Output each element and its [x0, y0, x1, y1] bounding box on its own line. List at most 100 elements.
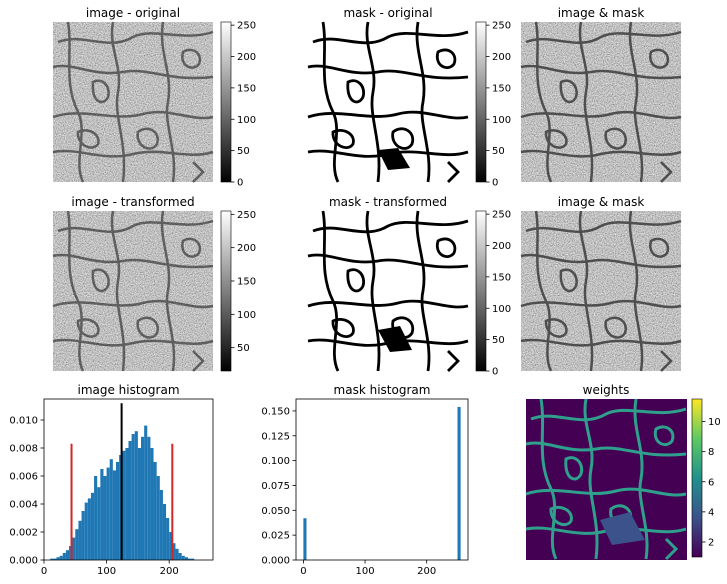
x-tick-label: 200 [417, 566, 436, 577]
colorbar-tick-label: 10 [708, 417, 721, 428]
hist-bar [181, 555, 185, 560]
y-tick-label: 0.008 [9, 444, 38, 455]
y-tick-label: 0.150 [261, 406, 290, 417]
hist-bar [303, 518, 307, 560]
hist-bar [59, 555, 63, 560]
hist-bar [56, 557, 60, 560]
hist-bar [75, 529, 79, 560]
hist-bar [141, 436, 145, 560]
colorbar-tick-label: 50 [492, 146, 505, 157]
mask-blob [378, 148, 410, 170]
hist-bar [178, 553, 182, 560]
hist-bar [65, 550, 70, 560]
mask-histogram: mask histogram 0 100 200 0.000 0.025 0.050 0.07… [261, 383, 469, 577]
weights-blob [600, 512, 645, 545]
hist-bar [87, 498, 91, 560]
panel-title: image & mask [558, 6, 645, 20]
colorbar-tick-label: 150 [237, 83, 256, 94]
hist-bar [81, 511, 85, 560]
hist-bar [90, 492, 95, 560]
hist-bar [115, 462, 120, 560]
colorbar-p5 [475, 210, 487, 372]
colorbar-tick-label: 50 [237, 146, 250, 157]
colorbar-tick-label: 6 [708, 477, 714, 488]
colorbar-p4 [220, 210, 232, 372]
hist-bar [166, 518, 170, 560]
em-image [53, 211, 213, 371]
colorbar-p9 [691, 398, 703, 558]
panel-weights: weights [524, 383, 688, 561]
colorbar-p1 [220, 21, 232, 183]
colorbar-tick-label: 50 [237, 343, 250, 354]
panel-title: weights [583, 383, 630, 397]
y-tick-label: 0.100 [261, 456, 290, 467]
hist-bar [72, 537, 76, 560]
panel-image-transformed: image - transformed [51, 195, 215, 373]
panel-title: image & mask [558, 195, 645, 209]
hist-bar [134, 431, 138, 560]
colorbar-tick-label: 4 [708, 507, 714, 518]
hist-bar [53, 558, 57, 560]
colorbar-gradient [691, 398, 703, 558]
x-tick-label: 100 [97, 566, 116, 577]
y-tick-label: 0.002 [9, 528, 38, 539]
y-tick-label: 0.010 [9, 416, 38, 427]
hist-bar [184, 557, 188, 560]
plot-frame [43, 398, 214, 561]
colorbar-tick-label: 200 [237, 243, 256, 254]
colorbar-tick-label: 100 [237, 115, 256, 126]
colorbar-tick-label: 150 [492, 272, 511, 283]
mask-blob [378, 326, 412, 352]
hist-bar [97, 487, 101, 560]
hist-bar [457, 406, 461, 560]
panel-mask-original: mask - original [306, 6, 470, 184]
colorbar-tick-label: 0 [492, 367, 498, 378]
y-tick-label: 0.125 [261, 431, 290, 442]
hist-bar [150, 448, 154, 560]
colorbar-gradient [220, 21, 232, 183]
chart-title: mask histogram [334, 383, 431, 397]
colorbar-gradient [475, 210, 487, 372]
hist-bar [84, 502, 88, 560]
panel-title: mask - transformed [329, 195, 447, 209]
colorbar-tick-label: 0 [237, 178, 243, 189]
hist-bar [103, 476, 107, 560]
colorbar-tick-label: 250 [492, 210, 511, 221]
colorbar-tick-label: 100 [492, 115, 511, 126]
x-tick-label: 200 [160, 566, 179, 577]
colorbar-gradient [220, 210, 232, 372]
hist-bar [131, 434, 135, 560]
hist-bar [128, 441, 132, 560]
hist-bar [100, 469, 104, 560]
colorbar-p2 [475, 21, 487, 183]
colorbar-gradient [475, 21, 487, 183]
x-tick-label: 100 [355, 566, 374, 577]
x-tick-label: 0 [300, 566, 306, 577]
hist-bar [137, 448, 142, 560]
colorbar-tick-label: 50 [492, 335, 505, 346]
panel-title: image - original [86, 6, 180, 20]
panel-image-original: image - original [51, 6, 215, 184]
colorbar-tick-label: 250 [237, 21, 256, 32]
colorbar-tick-label: 100 [237, 310, 256, 321]
colorbar-tick-label: 8 [708, 447, 714, 458]
hist-bar [106, 467, 110, 560]
overlay-image [521, 211, 681, 371]
colorbar-tick-label: 200 [492, 52, 511, 63]
colorbar-tick-label: 250 [237, 210, 256, 221]
panel-title: mask - original [343, 6, 432, 20]
hist-bar [156, 476, 160, 560]
hist-bar [147, 436, 151, 560]
hist-bar [94, 476, 98, 560]
hist-bar [112, 470, 116, 560]
em-image [53, 22, 213, 182]
y-tick-label: 0.000 [261, 556, 290, 567]
y-tick-label: 0.004 [9, 500, 38, 511]
hist-bar [62, 553, 66, 560]
colorbar-tick-label: 150 [237, 277, 256, 288]
y-tick-label: 0.000 [9, 556, 38, 567]
hist-bar [122, 450, 126, 560]
hist-bar [144, 425, 148, 560]
colorbar-tick-label: 0 [492, 178, 498, 189]
